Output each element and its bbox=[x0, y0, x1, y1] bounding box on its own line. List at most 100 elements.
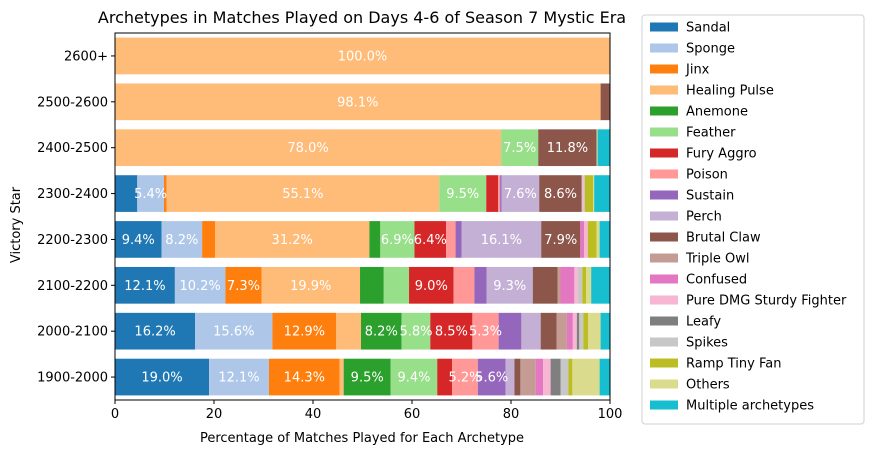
data-label: 9.0% bbox=[415, 279, 448, 294]
data-label: 12.9% bbox=[284, 325, 325, 340]
data-label: 7.9% bbox=[544, 233, 577, 248]
data-label: 5.2% bbox=[448, 371, 481, 386]
bar-segment bbox=[541, 221, 581, 258]
data-label: 7.6% bbox=[504, 187, 537, 202]
bar-segment bbox=[115, 358, 210, 396]
bar-segment bbox=[437, 358, 453, 396]
bar-segment bbox=[591, 266, 610, 304]
bar-segment bbox=[369, 221, 381, 258]
bar-segment bbox=[556, 312, 567, 350]
x-tick-label: 80 bbox=[503, 407, 520, 422]
legend-label: Ramp Tiny Fan bbox=[686, 357, 781, 372]
data-label: 55.1% bbox=[282, 187, 323, 202]
bar-segment bbox=[161, 221, 203, 258]
bar-segment bbox=[584, 175, 594, 212]
legend-swatch bbox=[650, 148, 678, 158]
bar-segment bbox=[430, 312, 473, 350]
legend-swatch bbox=[650, 106, 678, 116]
y-tick-label: 2300-2400 bbox=[37, 187, 108, 202]
data-label: 5.6% bbox=[475, 371, 508, 386]
data-label: 5.3% bbox=[469, 325, 502, 340]
x-tick-label: 60 bbox=[404, 407, 421, 422]
bar-segment bbox=[115, 129, 502, 167]
legend-swatch bbox=[650, 211, 678, 221]
bar-segment bbox=[514, 358, 521, 396]
bar-segment bbox=[540, 312, 557, 350]
legend-swatch bbox=[650, 190, 678, 200]
bar-segment bbox=[202, 221, 215, 258]
bar-segment bbox=[115, 83, 601, 121]
data-label: 14.3% bbox=[284, 371, 325, 386]
legend-label: Spikes bbox=[686, 336, 728, 351]
y-tick-label: 2100-2200 bbox=[37, 279, 108, 294]
bar-segment bbox=[472, 312, 499, 350]
bar-segment bbox=[439, 175, 487, 212]
legend-label: Fury Aggro bbox=[686, 147, 757, 162]
bar-segment bbox=[596, 221, 600, 258]
x-tick-label: 40 bbox=[305, 407, 322, 422]
legend-label: Healing Pulse bbox=[686, 84, 774, 99]
bar-segment bbox=[166, 175, 440, 212]
bar-segment bbox=[579, 312, 584, 350]
bar-segment bbox=[550, 358, 561, 396]
bar-segment bbox=[568, 358, 573, 396]
bar-segment bbox=[582, 266, 587, 304]
bar-segment bbox=[593, 175, 595, 212]
x-tick-label: 100 bbox=[598, 407, 623, 422]
bar-segment bbox=[477, 358, 506, 396]
bar-segment bbox=[560, 266, 575, 304]
bar-segment bbox=[532, 266, 558, 304]
bar-segment bbox=[336, 312, 362, 350]
bar-segment bbox=[137, 175, 165, 212]
bar-segment bbox=[414, 221, 447, 258]
data-label: 9.5% bbox=[446, 187, 479, 202]
data-label: 11.8% bbox=[547, 141, 588, 156]
data-label: 5.8% bbox=[399, 325, 432, 340]
legend-label: Multiple archetypes bbox=[686, 399, 814, 414]
bar-segment bbox=[390, 358, 438, 396]
legend-label: Others bbox=[686, 378, 730, 393]
legend-swatch bbox=[650, 127, 678, 137]
data-label: 9.3% bbox=[493, 279, 526, 294]
bar-segment bbox=[501, 175, 540, 212]
bar-segment bbox=[401, 312, 431, 350]
data-label: 100.0% bbox=[338, 49, 388, 64]
data-label: 8.2% bbox=[365, 325, 398, 340]
data-label: 31.2% bbox=[272, 233, 313, 248]
bar-segment bbox=[600, 83, 610, 121]
bar-segment bbox=[360, 266, 384, 304]
bar-segment bbox=[115, 312, 196, 350]
legend-swatch bbox=[650, 169, 678, 179]
y-tick-label: 1900-2000 bbox=[37, 371, 108, 386]
y-tick-label: 2600+ bbox=[64, 49, 108, 64]
chart-title: Archetypes in Matches Played on Days 4-6… bbox=[98, 8, 626, 27]
bar-segment bbox=[498, 175, 501, 212]
bar-segment bbox=[557, 266, 561, 304]
bar-segment bbox=[587, 221, 597, 258]
bar-segment bbox=[115, 175, 138, 212]
bar-segment bbox=[225, 266, 262, 304]
legend-label: Feather bbox=[686, 126, 736, 141]
bar-segment bbox=[501, 129, 539, 167]
bar-segment bbox=[539, 175, 582, 212]
data-label: 5.4% bbox=[134, 187, 167, 202]
bar-segment bbox=[538, 129, 597, 167]
bar-segment bbox=[115, 266, 175, 304]
data-label: 9.4% bbox=[122, 233, 155, 248]
bar-segment bbox=[576, 312, 580, 350]
bar-segment bbox=[361, 312, 402, 350]
bar-segment bbox=[164, 175, 167, 212]
data-label: 8.5% bbox=[435, 325, 468, 340]
bar-segment bbox=[596, 129, 598, 167]
bar-segment bbox=[455, 221, 462, 258]
legend-label: Pure DMG Sturdy Fighter bbox=[686, 294, 847, 309]
legend-label: Brutal Claw bbox=[686, 231, 761, 246]
legend-swatch bbox=[650, 85, 678, 95]
bar-segment bbox=[577, 266, 583, 304]
bar-segment bbox=[505, 358, 515, 396]
legend-label: Poison bbox=[686, 168, 728, 183]
legend-label: Sustain bbox=[686, 189, 734, 204]
bar-segment bbox=[521, 312, 541, 350]
bar-segment bbox=[583, 312, 589, 350]
legend-swatch bbox=[650, 316, 678, 326]
